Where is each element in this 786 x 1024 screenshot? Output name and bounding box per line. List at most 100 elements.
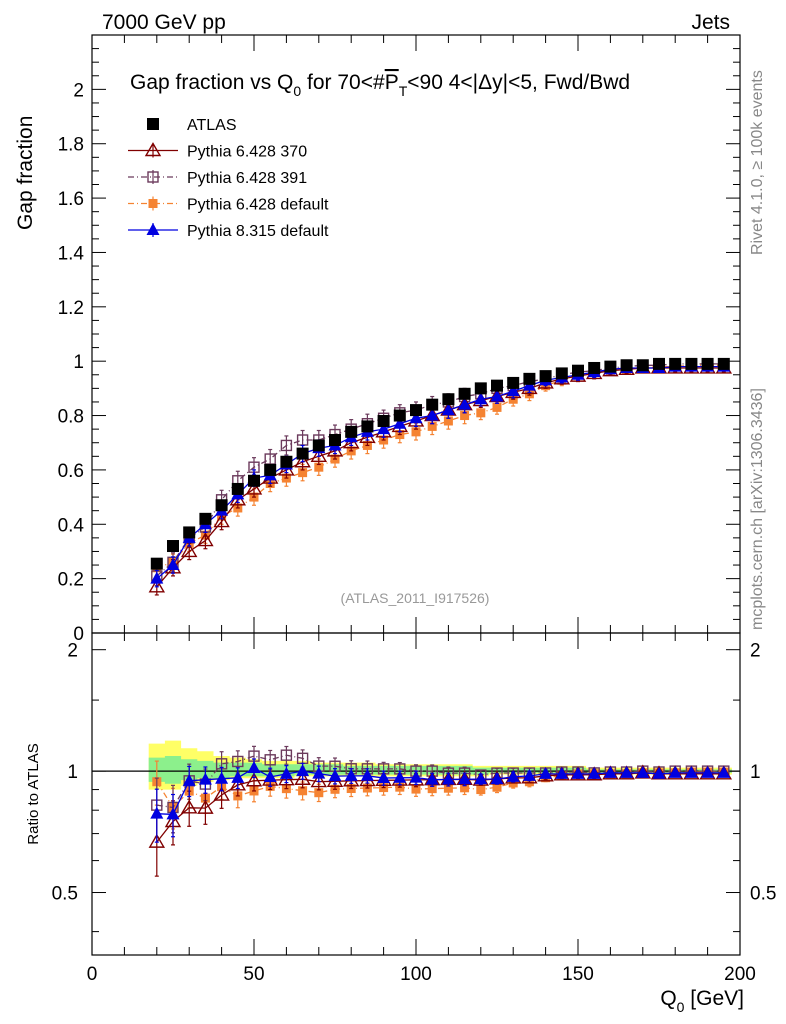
- data-point-atlas: [150, 557, 163, 570]
- data-point-p8: [474, 392, 488, 405]
- ratio-point-p6def: [460, 783, 470, 793]
- legend-label-p8: Pythia 8.315 default: [187, 223, 329, 240]
- main-y-tick-label: 0.6: [58, 461, 84, 482]
- legend: ATLAS Pythia 6.428 370 Pythia 6.428 391 Pyt…: [128, 117, 329, 240]
- ratio-x-axis: 0 50 100 150 200: [87, 633, 756, 985]
- data-point-p8: [409, 411, 423, 424]
- ratio-point-p8: [652, 766, 666, 779]
- data-point-atlas: [248, 474, 260, 487]
- ratio-point-p8: [620, 765, 634, 778]
- legend-marker-atlas: [147, 118, 159, 130]
- legend-marker-p391: [147, 171, 159, 183]
- main-y-tick-label: 0.8: [58, 407, 84, 428]
- data-point-atlas: [312, 439, 325, 452]
- data-point-p370: [213, 513, 230, 528]
- x-label-q: Q: [660, 987, 676, 1010]
- data-point-atlas: [491, 379, 503, 392]
- ratio-point-p6def: [298, 786, 308, 796]
- data-point-p8: [393, 416, 407, 429]
- data-point-atlas: [507, 376, 520, 389]
- data-point-p370: [197, 532, 214, 547]
- rivet-version-text: Rivet 4.1.0, ≥ 100k events: [749, 70, 766, 255]
- data-point-atlas: [717, 357, 730, 370]
- main-y-axis: 0 0.2 0.4 0.6 0.8 1 1.2 1.4 1.6 1.8 2: [58, 48, 740, 645]
- ratio-point-p6def: [492, 782, 502, 792]
- series-line-p391: [156, 363, 724, 577]
- data-point-p6def: [476, 408, 486, 418]
- ratio-point-p6def: [443, 783, 453, 793]
- title-t-subscript: T: [399, 83, 408, 99]
- data-point-atlas: [264, 463, 277, 476]
- legend-marker-p370: [144, 142, 162, 157]
- x-label-subscript: 0: [677, 999, 685, 1015]
- ratio-line-p391: [156, 754, 724, 809]
- data-point-atlas: [231, 482, 244, 495]
- data-point-p8: [150, 571, 164, 584]
- data-point-atlas: [523, 372, 536, 385]
- ratio-y-tick-label: 1: [67, 762, 78, 783]
- data-point-atlas: [215, 499, 228, 512]
- ratio-point-p8: [247, 761, 261, 774]
- data-point-p370: [180, 543, 198, 558]
- title-part-mid: for 70<#: [301, 71, 385, 94]
- data-point-atlas: [329, 434, 341, 447]
- mcplots-reference-text: mcplots.cern.ch [arXiv:1306.3436]: [749, 388, 766, 630]
- data-point-p8: [458, 397, 472, 410]
- data-point-p8: [441, 403, 455, 416]
- ratio-point-p8: [636, 765, 650, 778]
- ratio-point-p8: [717, 765, 731, 778]
- title-q-subscript: 0: [293, 83, 301, 99]
- data-point-atlas: [588, 361, 601, 374]
- ratio-point-p8: [603, 765, 617, 778]
- ratio-point-p8: [360, 768, 374, 781]
- data-point-atlas: [296, 447, 309, 460]
- main-plot-panel: 0 0.2 0.4 0.6 0.8 1 1.2 1.4 1.6 1.8 2 (ATLAS_2011_…: [14, 34, 741, 645]
- data-point-p8: [490, 389, 504, 402]
- legend-label-p6def: Pythia 6.428 default: [187, 197, 329, 214]
- ratio-point-p8: [231, 770, 245, 783]
- x-axis-label: Q0 [GeV]: [660, 987, 744, 1015]
- data-point-atlas: [410, 404, 422, 417]
- ratio-point-p8: [571, 766, 585, 779]
- ratio-point-p391: [264, 754, 276, 766]
- ratio-point-p8: [279, 766, 293, 779]
- data-point-atlas: [393, 409, 406, 422]
- ratio-point-p370: [197, 799, 214, 814]
- data-point-p8: [166, 558, 180, 571]
- data-point-atlas: [555, 367, 568, 380]
- main-y-tick-label: 0.2: [58, 570, 84, 591]
- series-line-p6def: [156, 364, 724, 569]
- ratio-point-p370: [229, 776, 247, 791]
- data-point-p6def: [427, 421, 437, 431]
- main-y-tick-label: 1.4: [58, 243, 85, 264]
- ratio-point-p6def: [411, 784, 421, 794]
- data-point-p370: [148, 578, 166, 593]
- ratio-point-p8: [506, 769, 520, 782]
- ratio-point-p370: [148, 833, 166, 848]
- ratio-point-p8: [150, 806, 164, 819]
- data-point-atlas: [345, 425, 358, 438]
- ratio-point-p370: [213, 786, 230, 801]
- title-p-overline: P: [385, 71, 399, 94]
- ratio-point-p8: [587, 766, 601, 779]
- data-point-atlas: [199, 512, 212, 525]
- ratio-point-p8: [198, 772, 212, 785]
- header-jets-label: Jets: [691, 11, 730, 34]
- ratio-point-p391: [280, 749, 293, 761]
- ratio-line-p370: [156, 772, 724, 843]
- data-point-atlas: [458, 387, 471, 400]
- ratio-point-p8: [166, 807, 180, 820]
- data-point-p6def: [298, 468, 308, 478]
- data-point-atlas: [572, 364, 584, 377]
- data-point-p6def: [460, 411, 470, 421]
- ratio-y-tick-label-right: 0.5: [750, 884, 776, 905]
- main-y-tick-label: 1.2: [58, 298, 84, 319]
- ratio-point-p8: [377, 770, 391, 783]
- data-point-atlas: [539, 370, 552, 383]
- ratio-point-p8: [555, 766, 569, 779]
- ratio-y-axis: 0.5 0.5 1 1 2 2: [52, 641, 776, 933]
- ratio-point-p8: [701, 765, 715, 778]
- ratio-point-p8: [684, 765, 698, 778]
- main-y-tick-label: 1.6: [58, 189, 84, 210]
- data-point-atlas: [669, 357, 682, 370]
